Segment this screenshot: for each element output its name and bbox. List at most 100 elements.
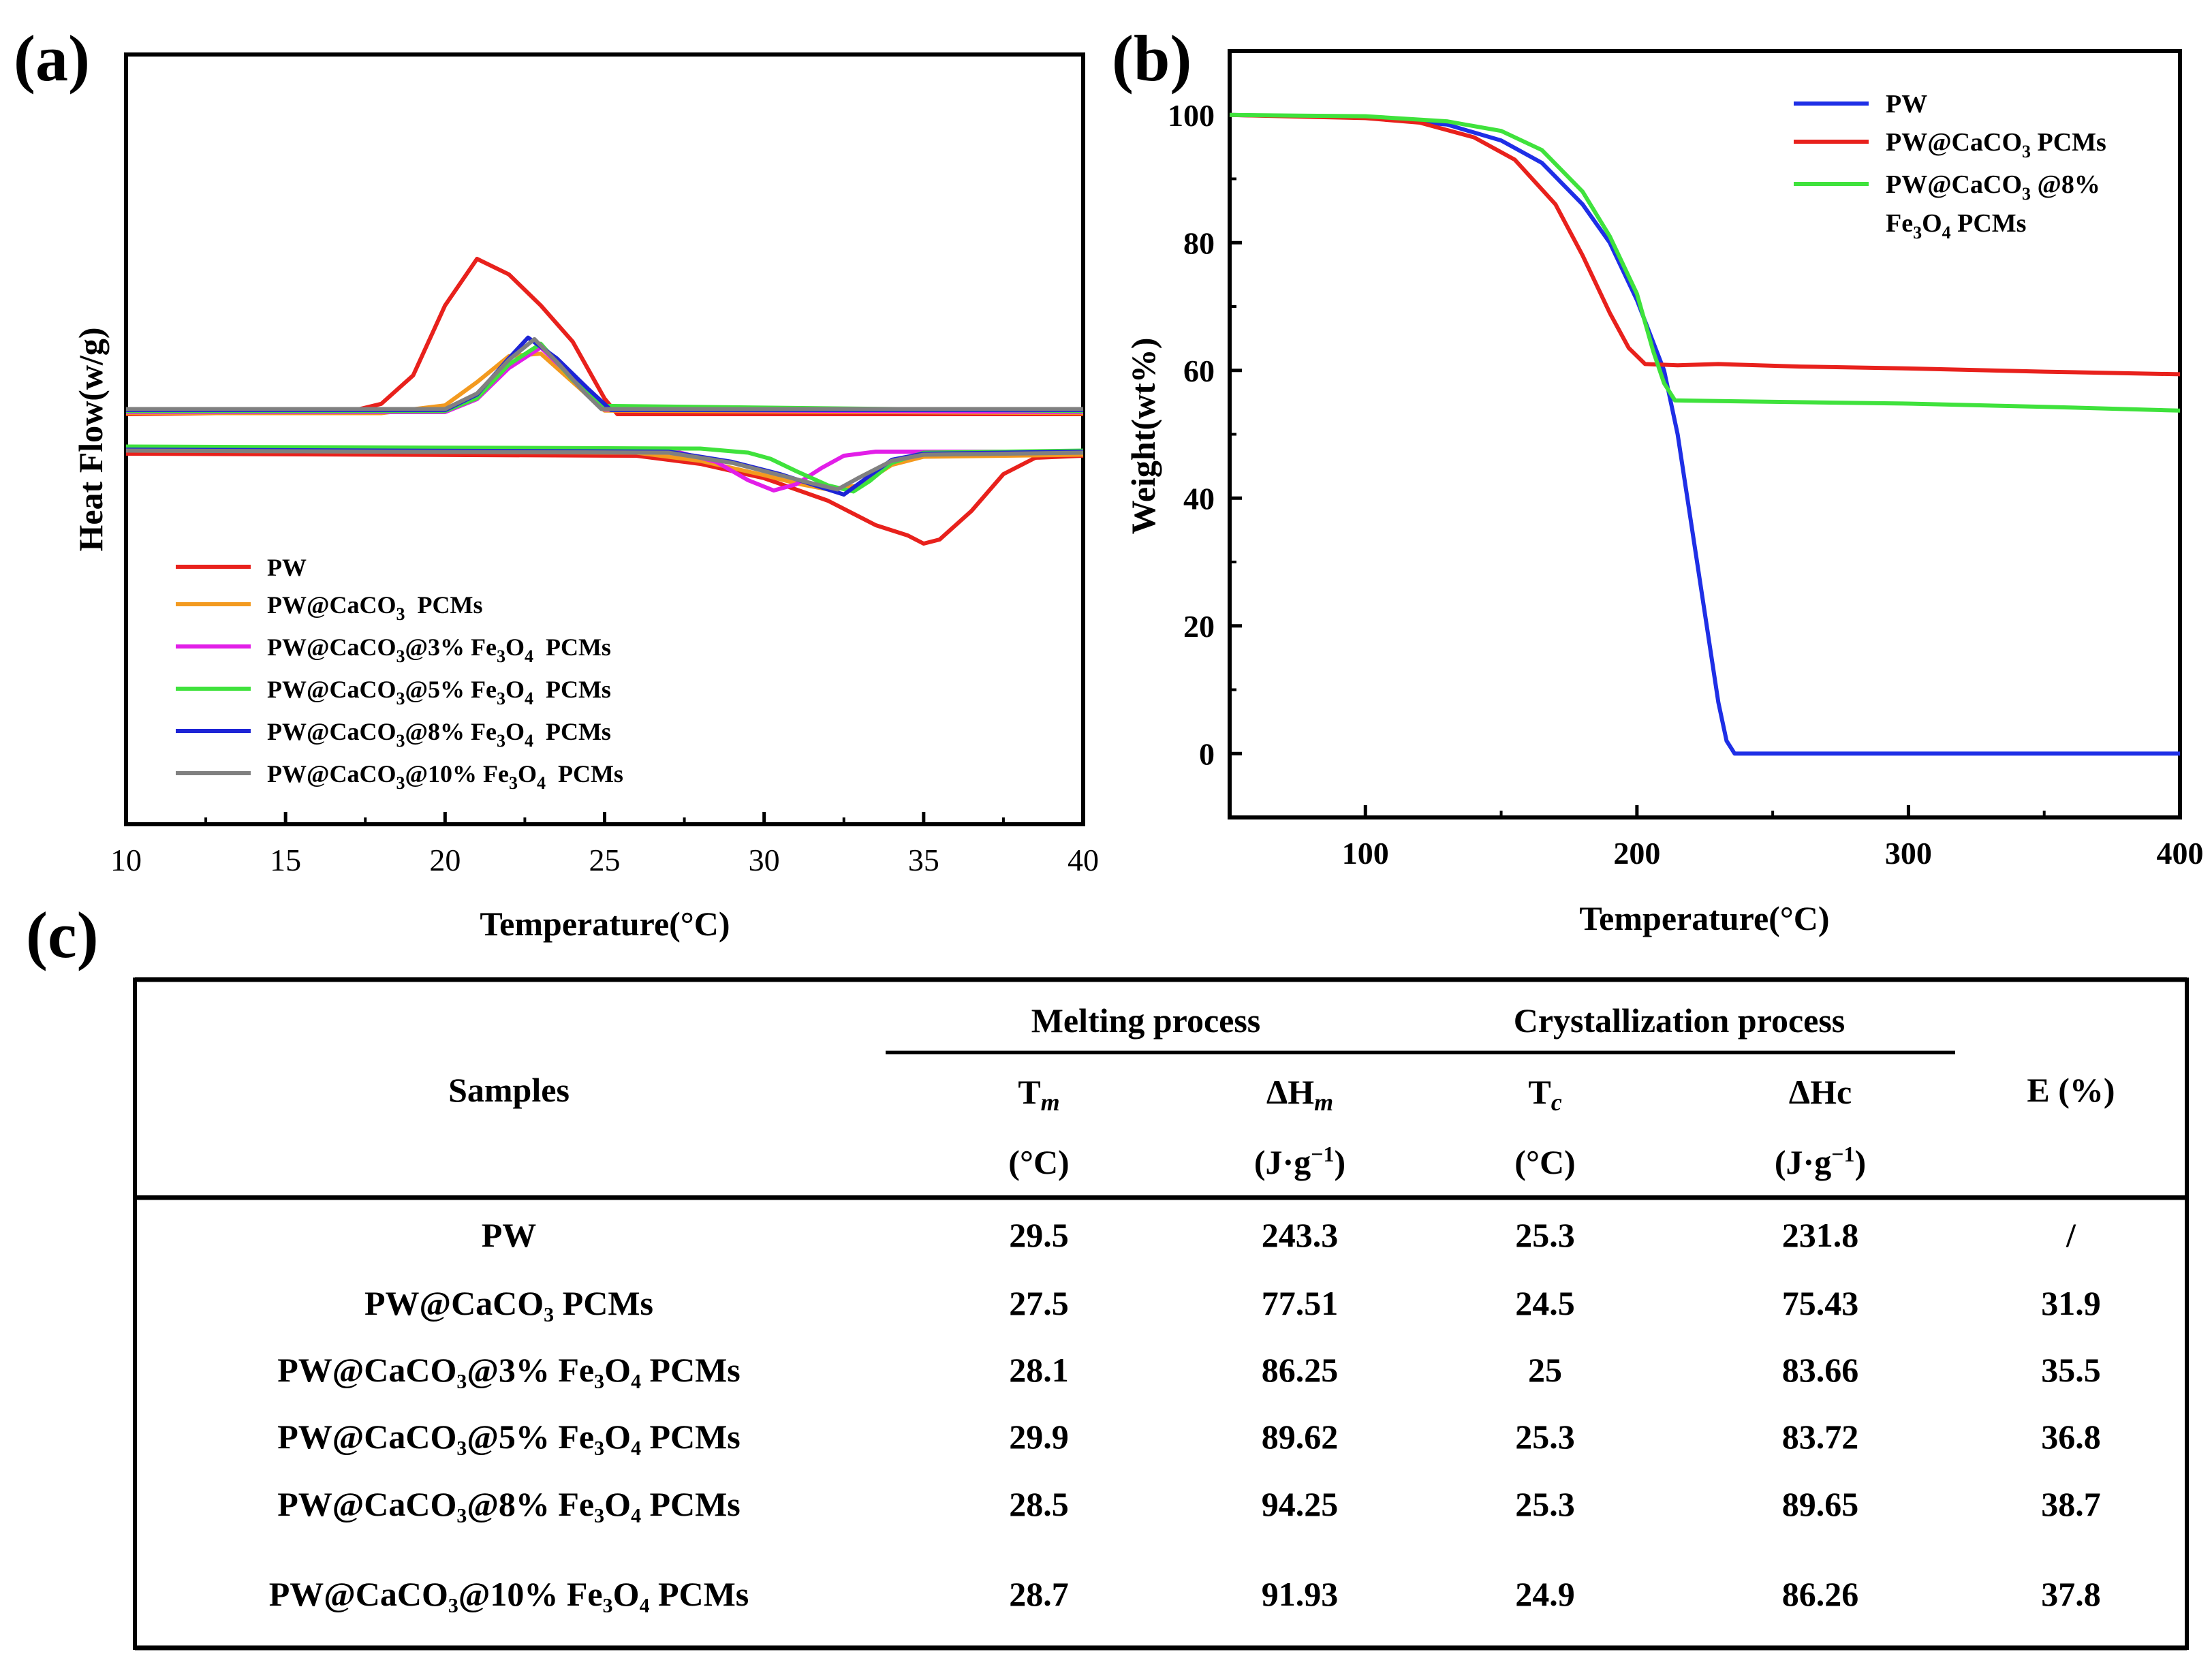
legend-a-10pct: PW@CaCO3@10% Fe3O4 PCMs [267, 760, 623, 793]
series-line-pw-caco-8-fe-o-pcms [1229, 112, 2181, 413]
table-row: PW 29.5 243.3 25.3 231.8 / [482, 1216, 2076, 1254]
panel-b-y-label: Weight(wt%) [1124, 338, 1162, 535]
x-tick-label: 30 [749, 843, 780, 877]
panel-a-x-ticks: 10 15 20 25 30 35 40 [110, 812, 1099, 877]
cell-tm: 28.5 [1009, 1485, 1069, 1523]
panel-b-series [1229, 112, 2181, 756]
cell-sample: PW [482, 1216, 537, 1254]
legend-b-8pct-line2: Fe3O4 PCMs [1886, 209, 2026, 243]
legend-a-caco3: PW@CaCO3 PCMs [267, 591, 482, 624]
series-line-upper-pw-caco-10-fe-o-pcms [126, 337, 1083, 411]
panel-a-legend: PW PW@CaCO3 PCMs PW@CaCO3@3% Fe3O4 PCMs … [176, 554, 623, 793]
legend-b-caco3: PW@CaCO3 PCMs [1886, 128, 2106, 161]
table-row: PW@CaCO₃@10% Fe₃O₄ PCMs 28.7 91.93 24.9 … [269, 1575, 2101, 1613]
cell-hc: 231.8 [1782, 1216, 1859, 1254]
legend-a-pw: PW [267, 554, 307, 581]
series-line-pw [1229, 112, 2180, 756]
panel-b-x-ticks: 100 200 300 400 [1342, 805, 2204, 871]
cell-tm: 29.5 [1009, 1216, 1069, 1254]
cell-sample: PW@CaCO₃@5% Fe₃O₄ PCMs [277, 1418, 741, 1456]
cell-hm: 86.25 [1262, 1351, 1339, 1389]
cell-tm: 28.7 [1009, 1575, 1069, 1613]
cell-hm: 89.62 [1262, 1418, 1339, 1456]
x-tick-label: 400 [2157, 836, 2204, 871]
th-hm-unit: (J·g−1) [1254, 1142, 1345, 1181]
cell-hm: 243.3 [1262, 1216, 1339, 1254]
th-hm: ΔHm [1266, 1073, 1333, 1116]
legend-b-pw: PW [1886, 90, 1927, 119]
cell-sample: PW@CaCO₃@8% Fe₃O₄ PCMs [277, 1485, 741, 1523]
x-tick-label: 40 [1068, 843, 1099, 877]
series-line-upper-pw [125, 257, 1083, 416]
cell-e: 35.5 [2041, 1351, 2101, 1389]
panel-a-x-label: Temperature(°C) [480, 905, 730, 943]
panel-c: (c) Samples Melting process Crystallizat… [26, 899, 2189, 1651]
cell-tc: 25.3 [1515, 1418, 1575, 1456]
th-tm-unit: (°C) [1008, 1143, 1069, 1181]
legend-a-5pct: PW@CaCO3@5% Fe3O4 PCMs [267, 676, 611, 708]
cell-hm: 94.25 [1262, 1485, 1339, 1523]
panel-a-y-label: Heat Flow(w/g) [72, 327, 110, 551]
panel-b-label: (b) [1112, 22, 1191, 95]
y-tick-label: 40 [1183, 481, 1215, 516]
series-line-lower-pw [125, 452, 1084, 546]
panel-a-frame [124, 52, 1085, 826]
cell-tc: 25.3 [1515, 1485, 1575, 1523]
cell-hc: 75.43 [1782, 1284, 1859, 1322]
x-tick-label: 200 [1613, 836, 1660, 871]
cell-tc: 24.9 [1515, 1575, 1575, 1613]
panel-a-label: (a) [14, 22, 90, 95]
table-row: PW@CaCO₃@5% Fe₃O₄ PCMs 29.9 89.62 25.3 8… [277, 1418, 2101, 1456]
cell-e: 36.8 [2041, 1418, 2101, 1456]
x-tick-label: 20 [429, 843, 461, 877]
cell-hm: 91.93 [1262, 1575, 1339, 1613]
panel-b-legend: PW PW@CaCO3 PCMs PW@CaCO3 @8% Fe3O4 PCMs [1794, 90, 2106, 243]
x-tick-label: 100 [1342, 836, 1389, 871]
cell-tc: 24.5 [1515, 1284, 1575, 1322]
cell-e: 38.7 [2041, 1485, 2101, 1523]
panel-a-series [125, 257, 1084, 546]
y-tick-label: 60 [1183, 354, 1215, 388]
x-tick-label: 25 [589, 843, 621, 877]
cell-sample: PW@CaCO₃@3% Fe₃O₄ PCMs [277, 1351, 741, 1389]
cell-sample: PW@CaCO₃@10% Fe₃O₄ PCMs [269, 1575, 749, 1613]
th-hc-unit: (J·g−1) [1775, 1142, 1866, 1181]
cell-e: / [2066, 1216, 2076, 1254]
panel-c-label: (c) [26, 899, 99, 971]
th-melting-process: Melting process [1031, 1001, 1261, 1040]
cell-hc: 86.26 [1782, 1575, 1859, 1613]
cell-tc: 25 [1528, 1351, 1562, 1389]
table-row: PW@CaCO₃@3% Fe₃O₄ PCMs 28.1 86.25 25 83.… [277, 1351, 2101, 1389]
legend-b-8pct-line1: PW@CaCO3 @8% [1886, 170, 2100, 204]
legend-a-3pct: PW@CaCO3@3% Fe3O4 PCMs [267, 634, 611, 666]
th-tc: Tc [1528, 1073, 1561, 1116]
cell-hc: 89.65 [1782, 1485, 1859, 1523]
y-tick-label: 80 [1183, 225, 1215, 260]
y-tick-label: 0 [1199, 736, 1215, 771]
x-tick-label: 300 [1885, 836, 1932, 871]
th-samples: Samples [448, 1071, 570, 1109]
cell-hm: 77.51 [1262, 1284, 1339, 1322]
cell-sample: PW@CaCO₃ PCMs [364, 1284, 653, 1322]
th-hc: ΔHc [1789, 1073, 1852, 1111]
y-tick-label: 20 [1183, 609, 1215, 644]
y-tick-label: 100 [1168, 98, 1215, 133]
x-tick-label: 10 [110, 843, 142, 877]
th-crystallization-process: Crystallization process [1514, 1001, 1845, 1040]
panel-b: (b) 100 200 300 400 0 20 40 60 80 100 Temperatur… [1112, 22, 2204, 937]
cell-tm: 29.9 [1009, 1418, 1069, 1456]
cell-hc: 83.66 [1782, 1351, 1859, 1389]
x-tick-label: 35 [908, 843, 939, 877]
series-line-pw-caco-pcms [1229, 112, 2181, 377]
table-row: PW@CaCO₃@8% Fe₃O₄ PCMs 28.5 94.25 25.3 8… [277, 1485, 2101, 1523]
th-tm: Tm [1018, 1073, 1059, 1116]
panel-b-frame [1228, 49, 2182, 819]
panel-b-y-ticks: 0 20 40 60 80 100 [1168, 98, 1242, 771]
legend-a-8pct: PW@CaCO3@8% Fe3O4 PCMs [267, 718, 611, 751]
x-tick-label: 15 [270, 843, 301, 877]
cell-hc: 83.72 [1782, 1418, 1859, 1456]
cell-tm: 28.1 [1009, 1351, 1069, 1389]
panel-b-x-label: Temperature(°C) [1579, 899, 1829, 937]
series-line-lower-pw-caco-10-fe-o-pcms [125, 448, 1084, 492]
